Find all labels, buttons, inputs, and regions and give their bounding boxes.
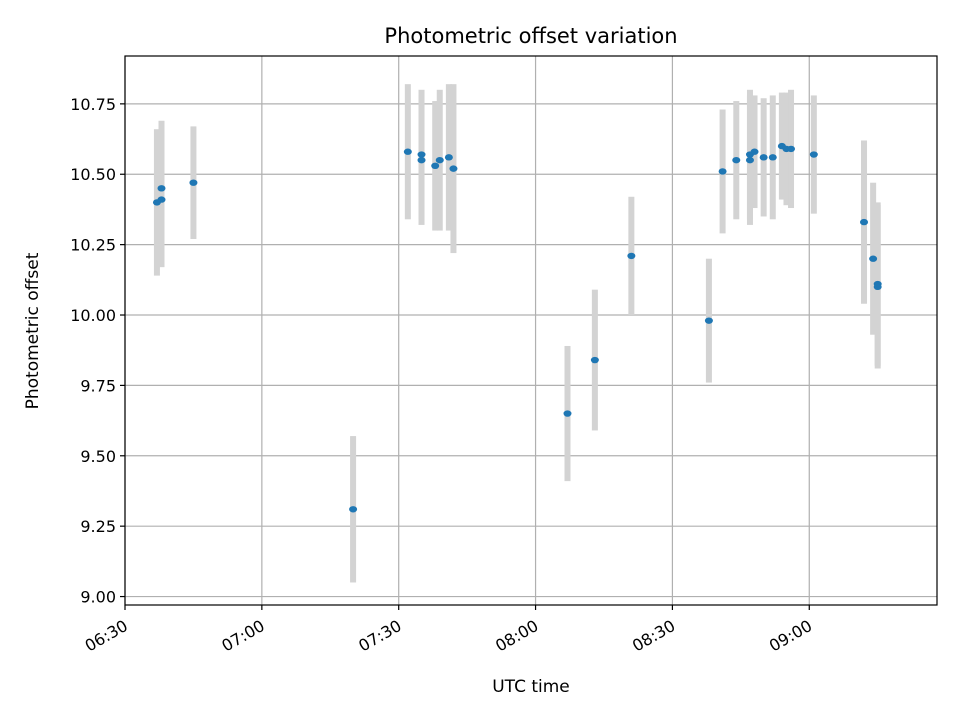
data-point xyxy=(704,317,713,324)
y-tick-label: 10.25 xyxy=(70,236,116,255)
data-point xyxy=(449,165,458,172)
data-point xyxy=(349,506,358,513)
chart-title: Photometric offset variation xyxy=(384,24,677,48)
y-tick-label: 10.00 xyxy=(70,306,116,325)
data-point xyxy=(590,356,599,364)
y-tick-label: 9.75 xyxy=(80,376,116,395)
data-point xyxy=(759,154,768,161)
data-point xyxy=(860,218,869,226)
plot-frame xyxy=(124,55,938,606)
data-point xyxy=(745,156,754,164)
data-point xyxy=(189,179,198,186)
data-point xyxy=(444,154,453,161)
data-point xyxy=(768,154,777,161)
data-points xyxy=(152,142,882,513)
y-axis-label: Photometric offset xyxy=(23,252,43,409)
y-tick-label: 9.00 xyxy=(80,588,116,607)
grid xyxy=(124,56,937,605)
data-point xyxy=(417,151,426,158)
data-point xyxy=(435,156,444,164)
y-tick-label: 10.75 xyxy=(70,95,116,114)
data-point xyxy=(417,156,426,164)
data-point xyxy=(627,252,636,260)
y-tick-label: 10.50 xyxy=(70,165,116,184)
x-axis-label: UTC time xyxy=(492,677,570,697)
data-point xyxy=(157,196,166,203)
data-point xyxy=(732,156,741,164)
data-point xyxy=(157,185,166,192)
data-point xyxy=(873,283,882,291)
data-point xyxy=(750,148,759,155)
data-point xyxy=(718,168,727,175)
data-point xyxy=(403,148,412,155)
data-point xyxy=(869,255,878,262)
y-axis-ticks: 9.00 9.25 9.50 9.75 10.00 10.25 10.50 10.75 xyxy=(70,95,125,607)
data-point xyxy=(809,151,818,158)
y-tick-label: 9.25 xyxy=(80,517,116,536)
data-point xyxy=(563,410,572,417)
data-point xyxy=(787,145,796,153)
data-point xyxy=(431,162,440,169)
y-tick-label: 9.50 xyxy=(80,447,116,466)
